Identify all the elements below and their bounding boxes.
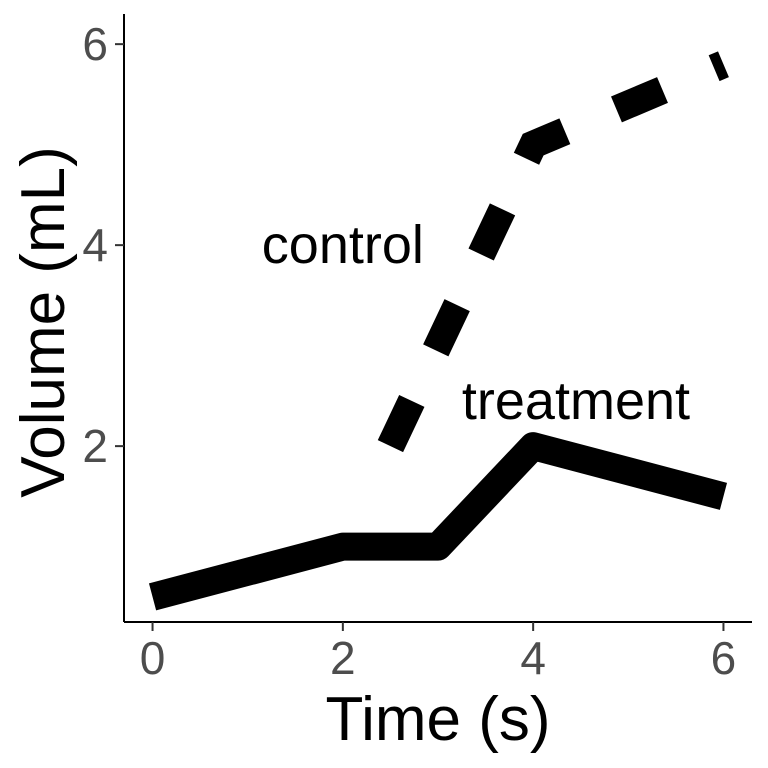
y-tick-label: 4 xyxy=(82,219,108,271)
y-axis-title: Volume (mL) xyxy=(9,146,78,497)
y-tick-label: 2 xyxy=(82,420,108,472)
annotation-treatment: treatment xyxy=(462,371,690,431)
x-tick-label: 4 xyxy=(520,632,546,684)
annotation-control: control xyxy=(262,215,424,275)
series-line-control xyxy=(377,51,729,453)
x-axis-title: Time (s) xyxy=(326,685,551,754)
x-tick-label: 2 xyxy=(330,632,356,684)
y-tick-label: 6 xyxy=(82,18,108,70)
x-tick-label: 6 xyxy=(711,632,737,684)
x-tick-label: 0 xyxy=(140,632,166,684)
series-line-treatment xyxy=(148,432,728,611)
